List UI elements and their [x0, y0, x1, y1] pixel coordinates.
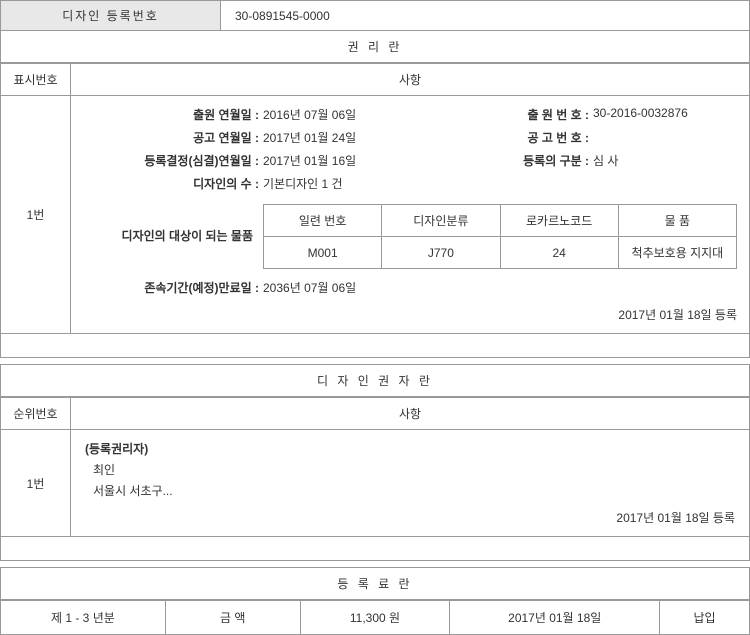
reg-type: 심 사 [593, 152, 737, 169]
section2-reg-date: 2017년 01월 18일 등록 [85, 509, 735, 526]
section2-col-detail-header: 사항 [71, 398, 750, 430]
holder-title: (등록권리자) [85, 440, 735, 457]
reg-no-value: 30-0891545-0000 [221, 1, 750, 31]
design-count: 기본디자인 1 건 [263, 175, 463, 192]
expiry-date: 2036년 07월 06일 [263, 279, 737, 296]
reg-no-label: 디자인 등록번호 [1, 1, 221, 31]
section2-table: 순위번호 사항 1번 (등록권리자) 최인 서울시 서초구... 2017년 0… [0, 397, 750, 537]
row-num: 1번 [1, 96, 71, 334]
section1-title: 권 리 란 [0, 31, 750, 63]
expiry-label: 존속기간(예정)만료일 : [83, 279, 263, 296]
fee-date: 2017년 01월 18일 [450, 601, 660, 635]
app-date: 2016년 07월 06일 [263, 106, 463, 123]
section2-body: (등록권리자) 최인 서울시 서초구... 2017년 01월 18일 등록 [71, 430, 750, 537]
inner-th-3: 물 품 [618, 205, 736, 237]
spacer1 [0, 334, 750, 358]
section1-table: 표시번호 사항 1번 출원 연월일 : 2016년 07월 06일 출 원 번 … [0, 63, 750, 334]
holder-name: 최인 [93, 461, 735, 478]
dec-date: 2017년 01월 16일 [263, 152, 463, 169]
col-detail-header: 사항 [71, 64, 750, 96]
reg-type-label: 등록의 구분 : [463, 152, 593, 169]
pub-no-label: 공 고 번 호 : [463, 129, 593, 146]
inner-td-0: M001 [264, 237, 382, 269]
inner-td-3: 척추보호용 지지대 [618, 237, 736, 269]
inner-th-1: 디자인분류 [382, 205, 500, 237]
fee-amount-label: 금 액 [165, 601, 300, 635]
section2-col-num-header: 순위번호 [1, 398, 71, 430]
spacer2 [0, 537, 750, 561]
inner-table: 일련 번호 디자인분류 로카르노코드 물 품 M001 J770 24 척추보호… [263, 204, 737, 269]
section1-reg-date: 2017년 01월 18일 등록 [83, 306, 737, 323]
subject-label: 디자인의 대상이 되는 물품 [83, 227, 263, 245]
pub-date: 2017년 01월 24일 [263, 129, 463, 146]
dec-date-label: 등록결정(심결)연월일 : [83, 152, 263, 169]
fee-amount: 11,300 원 [300, 601, 450, 635]
app-no-label: 출 원 번 호 : [463, 106, 593, 123]
app-date-label: 출원 연월일 : [83, 106, 263, 123]
details-cell: 출원 연월일 : 2016년 07월 06일 출 원 번 호 : 30-2016… [71, 96, 750, 334]
inner-td-1: J770 [382, 237, 500, 269]
header-table: 디자인 등록번호 30-0891545-0000 [0, 0, 750, 31]
holder-addr: 서울시 서초구... [93, 482, 735, 499]
design-count-label: 디자인의 수 : [83, 175, 263, 192]
section3-table: 제 1 - 3 년분 금 액 11,300 원 2017년 01월 18일 납입 [0, 600, 750, 635]
section2-row-num: 1번 [1, 430, 71, 537]
inner-th-0: 일련 번호 [264, 205, 382, 237]
section2-title: 디 자 인 권 자 란 [0, 364, 750, 397]
col-num-header: 표시번호 [1, 64, 71, 96]
pub-no [593, 129, 737, 146]
fee-period: 제 1 - 3 년분 [1, 601, 166, 635]
inner-th-2: 로카르노코드 [500, 205, 618, 237]
section3-title: 등 록 료 란 [0, 567, 750, 600]
pub-date-label: 공고 연월일 : [83, 129, 263, 146]
inner-td-2: 24 [500, 237, 618, 269]
fee-status: 납입 [660, 601, 750, 635]
app-no: 30-2016-0032876 [593, 106, 737, 123]
